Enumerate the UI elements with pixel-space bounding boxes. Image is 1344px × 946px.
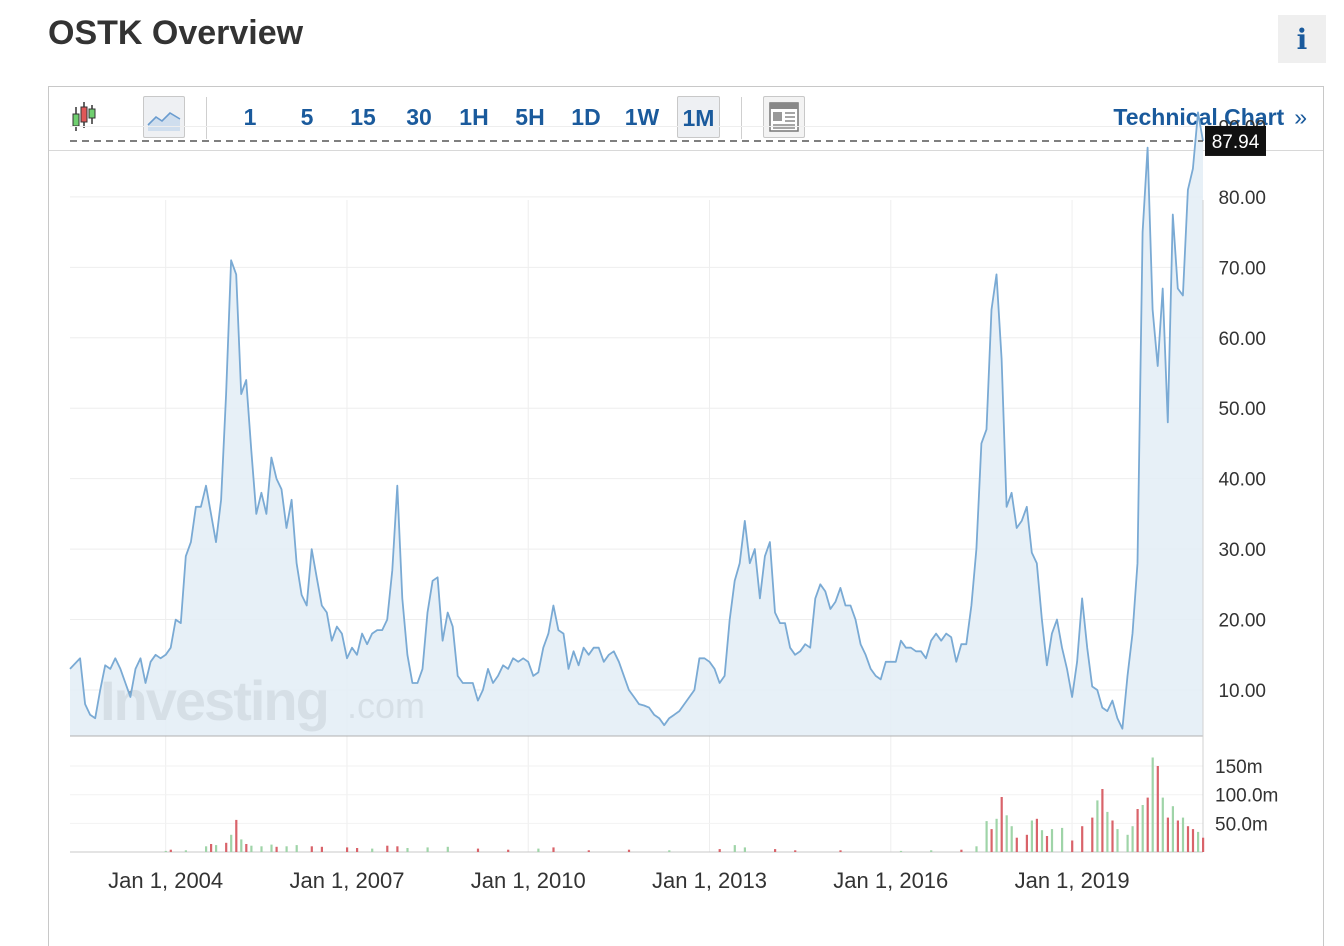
candlestick-icon[interactable]	[63, 96, 105, 138]
chart-widget: 1 5 15 30 1H 5H 1D 1W 1M Technical Chart…	[48, 86, 1324, 946]
timeframe-5h[interactable]: 5H	[515, 104, 545, 130]
technical-chart-label: Technical Chart	[1113, 104, 1285, 130]
toolbar-divider	[206, 97, 207, 139]
timeframe-1m[interactable]: 1M	[677, 96, 720, 138]
info-button[interactable]: i	[1278, 15, 1326, 63]
timeframe-1w[interactable]: 1W	[624, 104, 660, 130]
timeframe-30[interactable]: 30	[406, 104, 432, 130]
timeframe-1h[interactable]: 1H	[459, 104, 489, 130]
layout-icon[interactable]	[763, 96, 805, 138]
toolbar-divider	[741, 97, 742, 139]
chevron-right-icon: »	[1294, 104, 1307, 130]
timeframe-1[interactable]: 1	[243, 104, 257, 130]
area-chart-icon[interactable]	[143, 96, 185, 138]
timeframe-15[interactable]: 15	[350, 104, 376, 130]
technical-chart-link[interactable]: Technical Chart »	[1113, 96, 1307, 138]
timeframe-1d[interactable]: 1D	[571, 104, 601, 130]
chart-toolbar: 1 5 15 30 1H 5H 1D 1W 1M Technical Chart…	[49, 87, 1323, 151]
page-title: OSTK Overview	[48, 14, 304, 52]
timeframe-5[interactable]: 5	[300, 104, 314, 130]
